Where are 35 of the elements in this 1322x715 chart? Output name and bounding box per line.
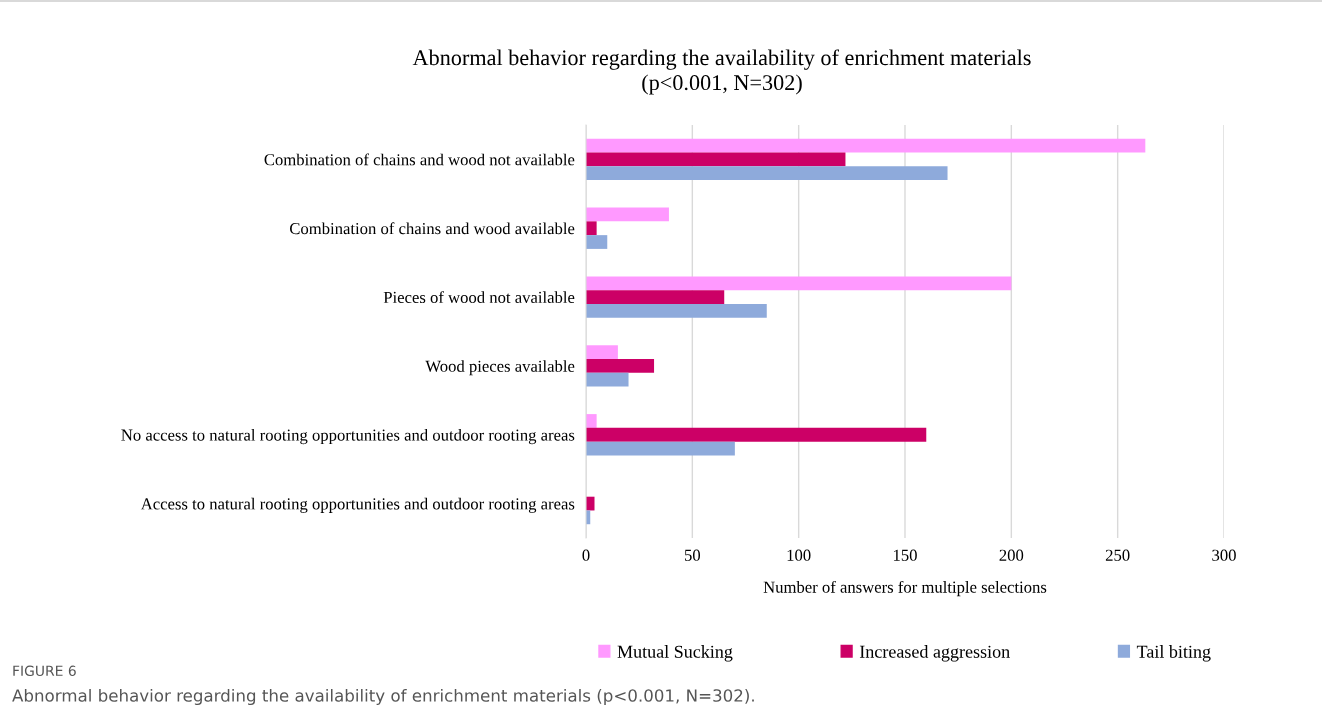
x-tick-label: 0: [582, 549, 590, 561]
bar: [586, 303, 767, 318]
x-tick-label: 200: [999, 549, 1024, 561]
bar: [586, 138, 1146, 153]
x-tick-label: 50: [684, 549, 701, 561]
legend-label: Tail biting: [1136, 645, 1211, 662]
bar: [586, 221, 597, 236]
x-tick-label: 250: [1105, 549, 1130, 561]
x-tick-label: 100: [787, 549, 811, 561]
legend-label: Increased aggression: [859, 645, 1010, 662]
legend-label: Mutual Sucking: [617, 645, 733, 662]
x-tick-label: 300: [1212, 549, 1236, 561]
bar: [586, 290, 725, 304]
bar: [586, 372, 629, 387]
bar: [586, 166, 948, 181]
bar: [586, 152, 846, 167]
x-axis-title: Number of answers for multiple selections: [763, 580, 1047, 597]
bar: [586, 414, 597, 428]
bar: [586, 359, 655, 373]
y-tick-label: No access to natural rooting opportunities and outdoor rooting areas: [121, 428, 575, 445]
bar: [586, 345, 618, 360]
chart-title: Abnormal behavior regarding the availability of enrichment materials (p<0.001, N=302): [412, 49, 1031, 95]
caption: FIGURE 6: [13, 665, 76, 677]
y-tick-label: Combination of chains and wood available: [289, 222, 575, 235]
x-tick-label: 150: [893, 549, 917, 561]
bar: [586, 235, 608, 249]
text: Abnormal behavior regarding the availability of enrichment materials (p<0.001, N=302).: [12, 688, 754, 706]
y-tick-label: Combination of chains and wood not available: [264, 153, 575, 166]
bar: [586, 441, 735, 456]
bar: [586, 427, 927, 442]
bar: [586, 276, 1012, 291]
y-tick-label: Wood pieces available: [425, 360, 575, 376]
y-tick-label: Pieces of wood not available: [383, 291, 575, 304]
y-tick-label: Access to natural rooting opportunities and outdoor rooting areas: [140, 497, 575, 513]
bar: [586, 207, 669, 222]
